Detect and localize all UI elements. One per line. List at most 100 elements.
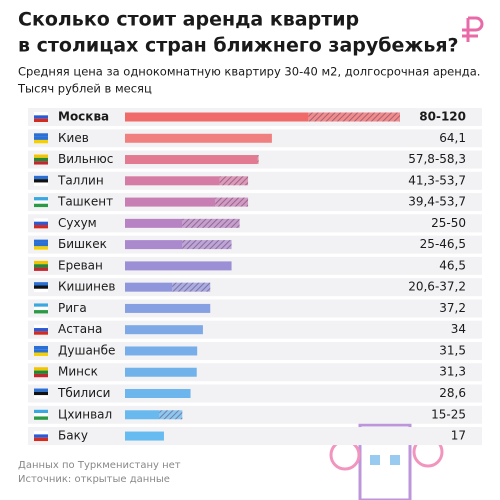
bar: [125, 112, 309, 122]
flag: [34, 118, 48, 122]
value-label: 80-120: [419, 110, 466, 124]
flag: [34, 367, 48, 371]
range-hatch: [172, 282, 211, 292]
flag: [34, 352, 48, 356]
flag: [34, 154, 48, 158]
bar: [125, 155, 258, 165]
flag: [34, 161, 48, 165]
value-label: 31,5: [439, 343, 466, 357]
flag: [34, 388, 48, 392]
value-label: 25-46,5: [420, 237, 466, 251]
bar: [125, 325, 203, 335]
value-label: 37,2: [439, 301, 466, 315]
value-label: 34: [451, 322, 466, 336]
bar: [125, 346, 198, 356]
flag: [34, 437, 48, 442]
value-label: 15-25: [431, 407, 466, 421]
range-hatch: [215, 197, 249, 207]
flag: [34, 282, 48, 286]
flag: [34, 136, 48, 140]
value-label: 17: [451, 429, 466, 443]
range-hatch: [182, 240, 232, 250]
title-line: в столицах стран ближнего зарубежья?: [18, 35, 459, 57]
flag: [34, 434, 48, 438]
value-label: 39,4-53,7: [408, 195, 466, 209]
bar: [125, 261, 232, 271]
flag: [34, 306, 48, 311]
flag: [34, 324, 48, 329]
flag: [34, 260, 48, 265]
range-hatch: [308, 112, 400, 122]
city-label: Баку: [58, 429, 88, 443]
flag: [34, 179, 48, 183]
city-label: Вильнюс: [58, 152, 113, 166]
flag: [34, 175, 48, 180]
flag: [34, 246, 48, 250]
flag: [34, 115, 48, 119]
subtitle-line: Средняя цена за однокомнатную квартиру 3…: [18, 65, 480, 79]
value-label: 20,6-37,2: [408, 280, 466, 294]
title-line: Сколько стоит аренда квартир: [18, 9, 359, 31]
city-label: Киев: [58, 131, 89, 145]
city-label: Астана: [58, 322, 102, 336]
flag: [34, 395, 48, 399]
flag: [34, 409, 48, 414]
city-label: Бишкек: [58, 237, 107, 251]
bar: [125, 389, 191, 399]
flag: [34, 221, 48, 226]
value-label: 41,3-53,7: [408, 173, 466, 187]
city-label: Кишинев: [58, 280, 115, 294]
ruble-logo: [462, 16, 484, 42]
bar: [125, 197, 216, 207]
flag: [34, 242, 48, 247]
flag: [34, 391, 48, 396]
flag: [34, 182, 48, 186]
city-label: Ташкент: [57, 195, 113, 209]
flag: [34, 267, 48, 271]
flag: [34, 203, 48, 208]
bar: [125, 282, 173, 292]
flag: [34, 133, 48, 137]
flag: [34, 303, 48, 307]
flag: [34, 310, 48, 314]
value-label: 28,6: [439, 386, 466, 400]
bar: [125, 303, 211, 313]
flag: [34, 416, 48, 420]
city-label: Тбилиси: [57, 386, 110, 400]
flag: [34, 328, 48, 332]
flag: [34, 239, 48, 243]
flag: [34, 349, 48, 353]
city-label: Рига: [58, 301, 87, 315]
value-label: 46,5: [439, 258, 466, 272]
range-hatch: [257, 155, 259, 165]
value-label: 31,3: [439, 365, 466, 379]
note: Источник: открытые данные: [18, 474, 170, 485]
bar: [125, 240, 183, 250]
city-label: Цхинвал: [58, 407, 112, 421]
row-background: [28, 427, 482, 446]
range-hatch: [159, 410, 183, 420]
flag: [34, 413, 48, 417]
city-label: Сухум: [58, 216, 97, 230]
flag: [34, 139, 48, 144]
city-label: Ереван: [58, 258, 103, 272]
flag: [34, 288, 48, 293]
city-label: Таллин: [57, 173, 104, 187]
row-background: [28, 299, 482, 318]
bar: [125, 410, 160, 420]
subtitle-line: Тысяч рублей в месяц: [17, 82, 152, 96]
flag: [34, 345, 48, 350]
flag: [34, 225, 48, 229]
value-label: 25-50: [431, 216, 466, 230]
flag: [34, 197, 48, 201]
flag: [34, 373, 48, 378]
flag: [34, 431, 48, 435]
range-hatch: [182, 218, 240, 228]
bar: [125, 367, 197, 377]
city-label: Москва: [58, 110, 109, 124]
bar: [125, 218, 183, 228]
bar: [125, 431, 164, 441]
city-label: Минск: [58, 365, 98, 379]
